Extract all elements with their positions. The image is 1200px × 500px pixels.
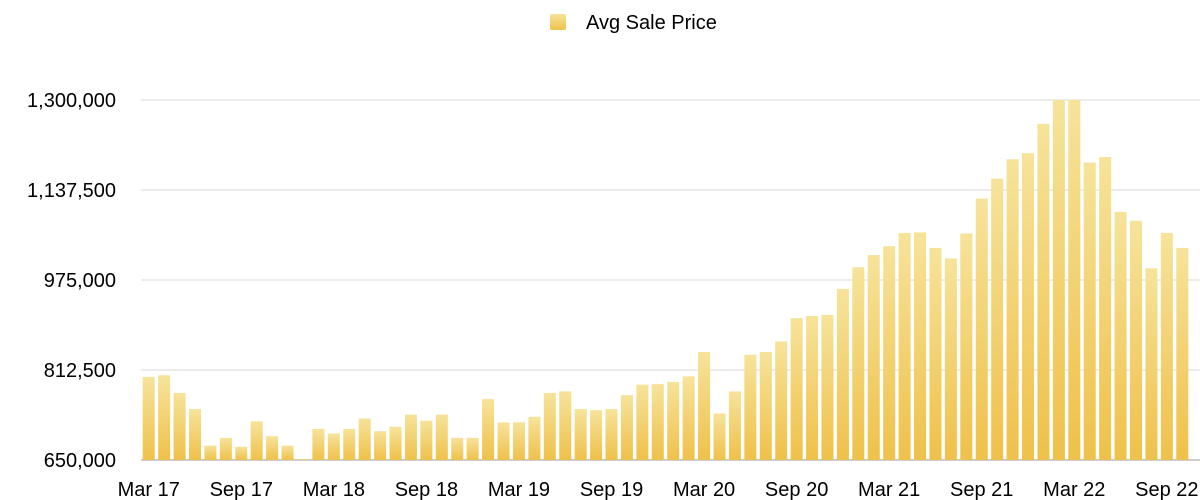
bar: [667, 381, 680, 460]
y-tick-label: 812,500: [44, 360, 116, 382]
bar: [1160, 232, 1173, 460]
bar: [158, 375, 171, 460]
x-tick-label: Mar 17: [118, 479, 180, 500]
bar: [1114, 211, 1127, 460]
bar: [744, 354, 757, 460]
bar: [1129, 220, 1143, 460]
x-tick-label: Sep 17: [210, 479, 273, 500]
x-tick-label: Sep 20: [765, 479, 828, 500]
bar: [590, 410, 603, 460]
bar: [1083, 162, 1096, 460]
x-tick-label: Mar 21: [858, 479, 920, 500]
bar: [759, 352, 772, 460]
bar: [528, 416, 541, 460]
bar: [806, 316, 819, 460]
y-tick-label: 650,000: [44, 450, 116, 472]
bar: [1099, 157, 1112, 461]
bar: [435, 414, 448, 460]
bar: [389, 426, 402, 460]
bar: [836, 288, 849, 460]
bar: [312, 428, 325, 460]
x-tick-label: Mar 20: [673, 479, 735, 500]
bar: [574, 409, 587, 460]
bar: [1006, 159, 1019, 460]
legend: Avg Sale Price: [550, 12, 717, 34]
bar: [343, 428, 356, 460]
x-tick-label: Sep 22: [1135, 479, 1198, 500]
bar: [543, 392, 556, 460]
bar: [482, 399, 495, 460]
bar: [235, 446, 248, 460]
bar: [883, 246, 896, 460]
bar: [1052, 100, 1065, 460]
bar-series: [142, 100, 1189, 461]
bar: [404, 414, 417, 460]
bar: [142, 376, 155, 460]
bar: [620, 395, 633, 460]
bar: [1145, 268, 1158, 460]
bar: [898, 232, 911, 460]
bar: [1037, 123, 1050, 460]
bar: [790, 318, 803, 460]
bar: [713, 413, 726, 460]
bar: [497, 422, 510, 460]
bar: [821, 314, 834, 460]
y-tick-label: 975,000: [44, 270, 116, 292]
legend-swatch: [550, 14, 566, 30]
bar: [960, 233, 973, 460]
bar: [420, 420, 433, 460]
bar: [250, 421, 263, 460]
bar: [358, 418, 371, 460]
y-tick-label: 1,300,000: [27, 90, 116, 112]
bar: [975, 198, 988, 460]
bar: [914, 232, 927, 460]
bar: [1176, 247, 1189, 460]
bar: [559, 391, 572, 460]
bar: [728, 391, 741, 460]
x-tick-label: Mar 19: [488, 479, 550, 500]
bar: [296, 459, 309, 460]
bar: [929, 247, 942, 460]
x-tick-label: Mar 22: [1043, 479, 1105, 500]
bar: [605, 409, 618, 460]
bar: [219, 437, 232, 460]
bar: [775, 341, 788, 460]
bar: [327, 433, 340, 460]
y-tick-label: 1,137,500: [27, 180, 116, 202]
bar: [188, 409, 202, 460]
x-tick-label: Mar 18: [303, 479, 365, 500]
axes: 650,000 812,500 975,000 1,137,500 1,300,000 M…: [27, 90, 1199, 500]
bar: [852, 267, 865, 460]
bar: [512, 422, 525, 460]
bar: [944, 258, 957, 460]
bar: [636, 384, 649, 460]
x-tick-label: Sep 19: [580, 479, 643, 500]
x-tick-label: Sep 21: [950, 479, 1013, 500]
bar: [651, 384, 664, 460]
bar: [867, 255, 880, 460]
legend-label: Avg Sale Price: [586, 12, 717, 34]
bar: [173, 392, 186, 460]
bar: [991, 178, 1004, 460]
bar: [698, 352, 711, 460]
x-tick-label: Sep 18: [395, 479, 458, 500]
bar: [281, 445, 294, 460]
bar: [1068, 100, 1081, 460]
bar: [1022, 153, 1035, 461]
bar: [682, 376, 695, 460]
bar: [451, 437, 464, 460]
bar: [266, 436, 279, 460]
bar: [374, 431, 387, 460]
bar: [204, 445, 217, 460]
bar: [466, 437, 479, 460]
